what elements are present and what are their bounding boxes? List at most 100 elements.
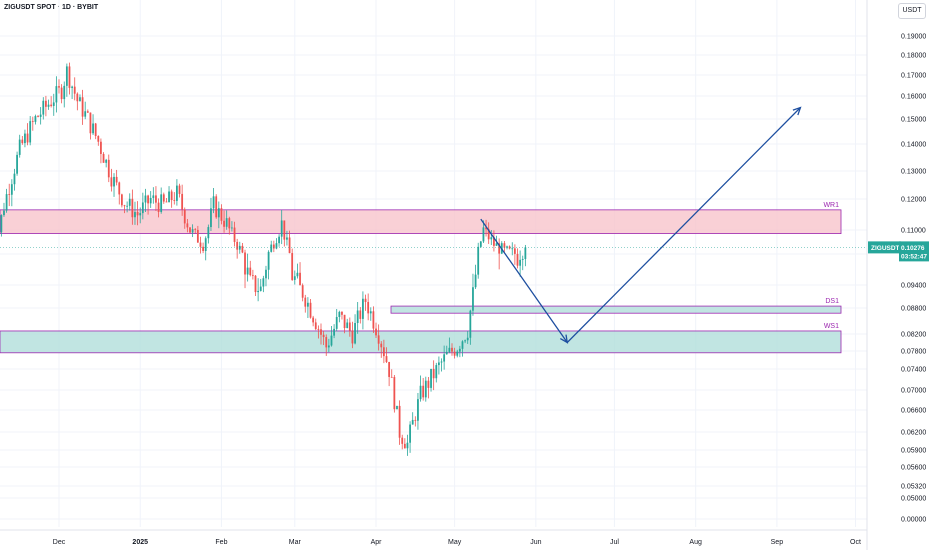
candle-body [503, 243, 506, 248]
y-axis[interactable]: 0.19000 0.18000 0.17000 0.16000 0.15000 0.140… [866, 0, 926, 550]
candle-body [409, 424, 411, 443]
candle-body [55, 86, 58, 103]
candle-body [39, 114, 42, 117]
symbol-tag [868, 241, 901, 254]
candle-body [228, 218, 231, 229]
candle-body [81, 97, 84, 117]
candle-body [490, 237, 493, 240]
candle-body [309, 302, 312, 318]
candle-body [346, 322, 349, 329]
candle-body [403, 443, 406, 449]
candle-body [194, 229, 197, 230]
candle-body [141, 202, 144, 214]
candle-body [388, 361, 391, 377]
candle-body [202, 246, 204, 251]
y-tick-label: 0.06200 [901, 430, 926, 437]
candle-body [139, 213, 142, 216]
candle-body [338, 311, 341, 317]
candle-body [364, 298, 367, 302]
x-tick-label: Mar [289, 539, 302, 546]
candle-body [314, 322, 317, 329]
candle-body [233, 227, 236, 242]
candle-body [280, 220, 283, 237]
candle-body [0, 215, 3, 233]
candle-body [21, 139, 24, 144]
candle-body [223, 220, 225, 227]
candle-body [10, 184, 13, 195]
candle-body [178, 185, 181, 194]
candle-body [29, 121, 32, 143]
price-tag-countdown: 03:52:47 [901, 253, 927, 260]
candle-body [435, 365, 438, 379]
candle-body [128, 198, 131, 206]
candle-body [299, 272, 301, 286]
candle-body [92, 123, 94, 134]
candle-body [458, 348, 461, 352]
candle-body [84, 111, 87, 117]
candle-body [259, 286, 262, 291]
candle-body [385, 356, 388, 362]
candle-body [411, 419, 414, 425]
candle-body [176, 185, 178, 201]
candle-body [265, 269, 267, 279]
y-tick-label: 0.06600 [901, 408, 926, 415]
candle-body [18, 139, 21, 155]
candle-body [438, 362, 440, 366]
x-tick-label: Apr [371, 539, 383, 546]
x-tick-label: May [448, 539, 462, 546]
candle-body [417, 399, 419, 421]
candle-body [215, 196, 218, 218]
y-tick-label: 0.07800 [901, 349, 926, 356]
candle-body [479, 241, 482, 247]
y-tick-label: 0.05000 [901, 496, 926, 503]
candle-body [516, 253, 519, 266]
y-tick-label: 0.14000 [901, 142, 926, 149]
candle-body [304, 297, 307, 307]
candle-body [120, 194, 123, 206]
candle-body [382, 347, 385, 357]
candle-body [286, 237, 288, 240]
candle-body [24, 133, 26, 144]
candle-body [272, 244, 275, 249]
candle-body [47, 104, 50, 107]
candle-body [204, 238, 207, 251]
candle-body [327, 345, 330, 348]
candle-body [189, 227, 191, 233]
candle-body [301, 285, 304, 298]
candle-body [34, 116, 37, 122]
candle-body [3, 210, 5, 216]
candle-body [341, 311, 343, 315]
candle-body [97, 135, 100, 142]
candle-body [79, 97, 81, 102]
x-axis[interactable]: Dec 2025 Feb Mar Apr May Jun Jul Aug Sep Oct [0, 529, 867, 546]
zone-ws1 [0, 330, 842, 354]
candle-body [155, 195, 157, 203]
candle-body [126, 205, 129, 207]
zone-label-ds1: DS1 [825, 298, 839, 305]
candle-body [472, 287, 474, 311]
projection-arrowhead-up [792, 106, 802, 116]
zone-label-wr1: WR1 [823, 202, 839, 209]
y-tick-label: 0.11000 [901, 228, 926, 235]
candle-body [283, 220, 286, 240]
candle-body [427, 380, 430, 388]
candle-body [244, 252, 246, 275]
candle-body [322, 334, 325, 338]
candle-body [94, 123, 97, 136]
x-tick-label: Dec [53, 539, 66, 546]
candle-body [107, 159, 110, 178]
candle-body [396, 405, 398, 410]
candle-body [5, 194, 8, 211]
currency-button[interactable]: USDT [898, 3, 926, 19]
y-tick-label: 0.13000 [901, 169, 926, 176]
candle-body [307, 302, 309, 307]
candle-body [168, 191, 170, 203]
candle-body [375, 328, 377, 336]
candle-body [254, 275, 257, 293]
candle-body [424, 380, 427, 398]
candle-body [251, 275, 254, 276]
candle-body [207, 227, 210, 239]
candle-body [464, 340, 466, 342]
